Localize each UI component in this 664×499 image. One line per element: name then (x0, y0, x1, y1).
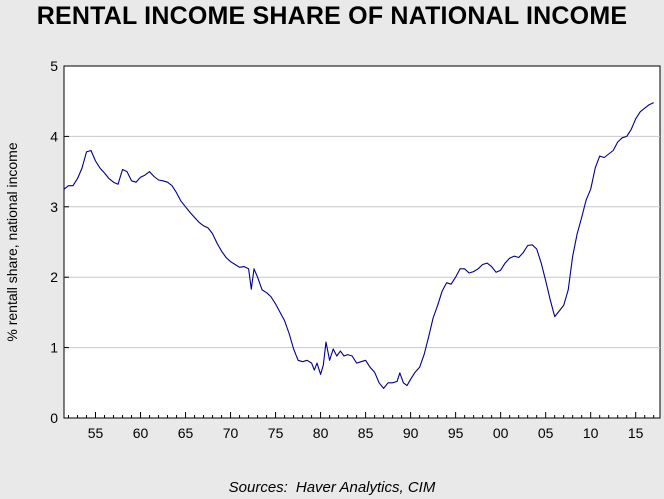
x-tick-label: 65 (178, 425, 194, 441)
x-axis: 55 60 65 70 75 80 85 90 95 00 05 10 15 (68, 412, 655, 441)
x-tick-label: 15 (628, 425, 644, 441)
x-tick-label: 55 (88, 425, 104, 441)
y-tick-label: 5 (50, 58, 58, 74)
x-tick-label: 60 (133, 425, 149, 441)
y-tick-label: 3 (50, 199, 58, 215)
y-tick-label: 2 (50, 269, 58, 285)
chart-source: Sources: Haver Analytics, CIM (0, 479, 664, 496)
x-tick-label: 75 (268, 425, 284, 441)
x-tick-label: 70 (223, 425, 239, 441)
x-tick-label: 05 (538, 425, 554, 441)
x-tick-label: 80 (313, 425, 329, 441)
chart-title: RENTAL INCOME SHARE OF NATIONAL INCOME (36, 2, 628, 30)
y-tick-label: 0 (50, 410, 58, 426)
grid-lines (64, 135, 660, 349)
x-tick-label: 00 (493, 425, 509, 441)
source-label: Sources: (228, 479, 288, 496)
plot-area (63, 65, 661, 419)
source-text: Haver Analytics, CIM (295, 479, 436, 496)
y-tick-label: 4 (50, 128, 58, 144)
x-tick-label: 95 (448, 425, 464, 441)
x-tick-label: 90 (403, 425, 419, 441)
x-tick-label: 85 (358, 425, 374, 441)
y-axis: 0 1 2 3 4 5 (50, 58, 69, 426)
series-line (63, 102, 654, 389)
y-tick-label: 1 (50, 340, 58, 356)
y-axis-label: % rentall share, national income (4, 142, 20, 341)
x-tick-label: 10 (583, 425, 599, 441)
